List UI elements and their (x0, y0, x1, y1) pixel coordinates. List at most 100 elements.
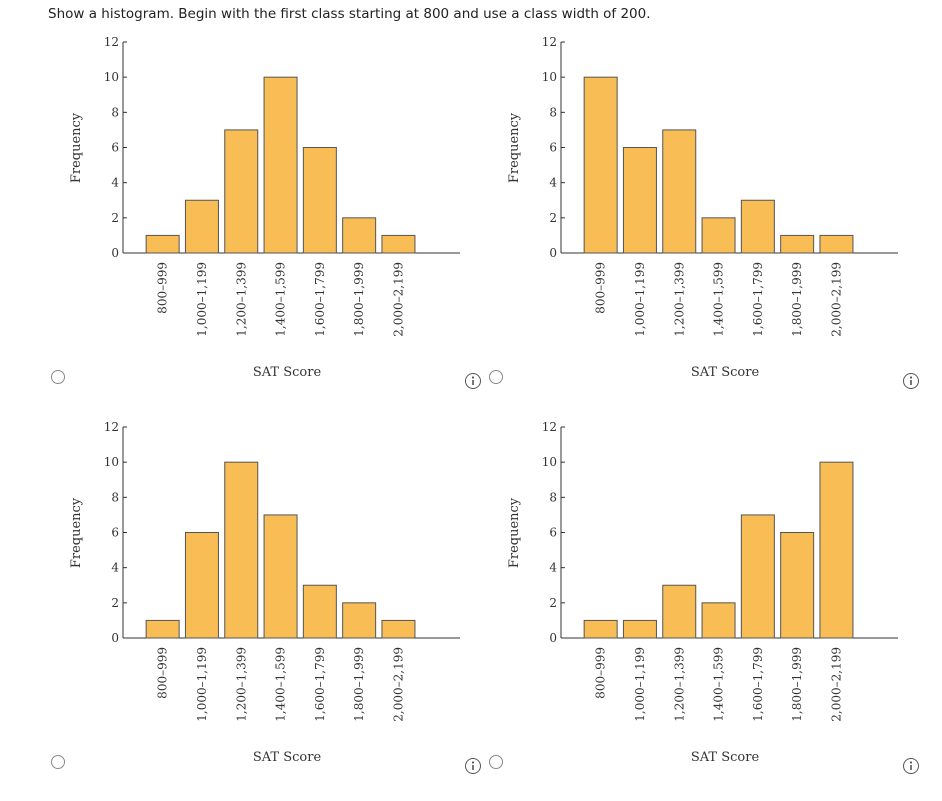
y-tick-label: 4 (111, 561, 119, 575)
x-tick-label: 1,200–1,399 (672, 262, 686, 337)
x-tick-label: 1,200–1,399 (234, 262, 248, 337)
y-tick-label: 8 (549, 490, 557, 504)
y-tick-label: 4 (111, 176, 119, 190)
y-tick-label: 0 (111, 631, 119, 645)
histogram-option: 0 2 4 6 8 10 12 Frequency SAT Score 800–999 1,000–… (489, 420, 919, 774)
info-dot (909, 376, 913, 379)
bar (740, 199, 775, 254)
x-tick-label: 1,800–1,999 (790, 262, 804, 337)
y-tick-label: 10 (542, 455, 557, 469)
x-tick-label: 1,400–1,599 (712, 262, 726, 337)
y-tick-label: 10 (104, 455, 119, 469)
y-tick-label: 0 (549, 246, 557, 260)
histogram-option: 0 2 4 6 8 10 12 Frequency SAT Score 800–999 1,000–… (51, 420, 481, 774)
x-axis-label: SAT Score (253, 365, 322, 380)
y-tick-label: 10 (542, 70, 557, 84)
bar (145, 619, 180, 639)
x-axis-label: SAT Score (253, 750, 322, 765)
bar (622, 619, 657, 639)
x-tick-label: 800–999 (156, 262, 170, 314)
bar (780, 532, 815, 639)
bar (184, 532, 219, 639)
y-axis-label: Frequency (69, 497, 84, 568)
bar (583, 619, 618, 639)
bar (780, 234, 815, 254)
x-tick-label: 2,000–2,199 (391, 647, 405, 722)
y-tick-label: 6 (549, 526, 557, 540)
y-tick-label: 12 (104, 420, 119, 434)
x-tick-label: 800–999 (594, 262, 608, 314)
x-tick-label: 1,600–1,799 (313, 647, 327, 722)
y-tick-label: 10 (104, 70, 119, 84)
y-tick-label: 6 (111, 141, 119, 155)
y-tick-label: 2 (549, 211, 557, 225)
x-axis-label: SAT Score (691, 365, 760, 380)
y-axis-label: Frequency (507, 112, 522, 183)
y-tick-label: 4 (549, 176, 557, 190)
info-icon[interactable] (903, 758, 919, 774)
bar (342, 217, 377, 254)
x-tick-label: 2,000–2,199 (391, 262, 405, 337)
y-tick-label: 0 (111, 246, 119, 260)
radio-button[interactable] (51, 755, 65, 769)
x-tick-label: 1,200–1,399 (234, 647, 248, 722)
bar (263, 76, 298, 254)
y-tick-label: 2 (111, 596, 119, 610)
bar (381, 619, 416, 639)
radio-button[interactable] (51, 370, 65, 384)
x-tick-label: 1,800–1,999 (352, 647, 366, 722)
x-tick-label: 1,400–1,599 (274, 262, 288, 337)
x-tick-label: 800–999 (156, 647, 170, 699)
bar (583, 76, 618, 254)
x-tick-label: 1,800–1,999 (790, 647, 804, 722)
x-tick-label: 1,000–1,199 (633, 647, 647, 722)
bar (701, 217, 736, 254)
bar (302, 584, 337, 639)
bar (184, 199, 219, 254)
y-tick-label: 0 (549, 631, 557, 645)
x-axis-label: SAT Score (691, 750, 760, 765)
y-axis-label: Frequency (507, 497, 522, 568)
question-text: Show a histogram. Begin with the first c… (48, 6, 651, 22)
bar (662, 129, 697, 254)
x-tick-label: 1,600–1,799 (751, 647, 765, 722)
x-tick-label: 1,600–1,799 (751, 262, 765, 337)
bar (662, 584, 697, 639)
bar (381, 234, 416, 254)
y-tick-label: 6 (111, 526, 119, 540)
x-tick-label: 1,000–1,199 (195, 262, 209, 337)
y-tick-label: 12 (542, 35, 557, 49)
y-axis-label: Frequency (69, 112, 84, 183)
x-tick-label: 1,600–1,799 (313, 262, 327, 337)
y-tick-label: 4 (549, 561, 557, 575)
bar (342, 602, 377, 639)
x-tick-label: 800–999 (594, 647, 608, 699)
bar (263, 514, 298, 639)
x-tick-label: 1,400–1,599 (712, 647, 726, 722)
histogram-option: 0 2 4 6 8 10 12 Frequency SAT Score 800–999 1,000–… (51, 35, 481, 389)
bar (740, 514, 775, 639)
x-tick-label: 1,000–1,199 (633, 262, 647, 337)
y-tick-label: 2 (549, 596, 557, 610)
bar (302, 147, 337, 254)
x-tick-label: 1,000–1,199 (195, 647, 209, 722)
info-icon[interactable] (465, 758, 481, 774)
x-tick-label: 2,000–2,199 (829, 647, 843, 722)
info-icon[interactable] (903, 373, 919, 389)
info-dot (909, 761, 913, 764)
radio-button[interactable] (489, 755, 503, 769)
radio-button[interactable] (489, 370, 503, 384)
bar (819, 461, 854, 639)
y-tick-label: 12 (104, 35, 119, 49)
x-tick-label: 1,200–1,399 (672, 647, 686, 722)
bar (819, 234, 854, 254)
bar (622, 147, 657, 254)
y-tick-label: 6 (549, 141, 557, 155)
histogram-option: 0 2 4 6 8 10 12 Frequency SAT Score 800–999 1,000–… (489, 35, 919, 389)
y-tick-label: 8 (549, 105, 557, 119)
info-icon[interactable] (465, 373, 481, 389)
bar (701, 602, 736, 639)
bar (224, 129, 259, 254)
bar (145, 234, 180, 254)
